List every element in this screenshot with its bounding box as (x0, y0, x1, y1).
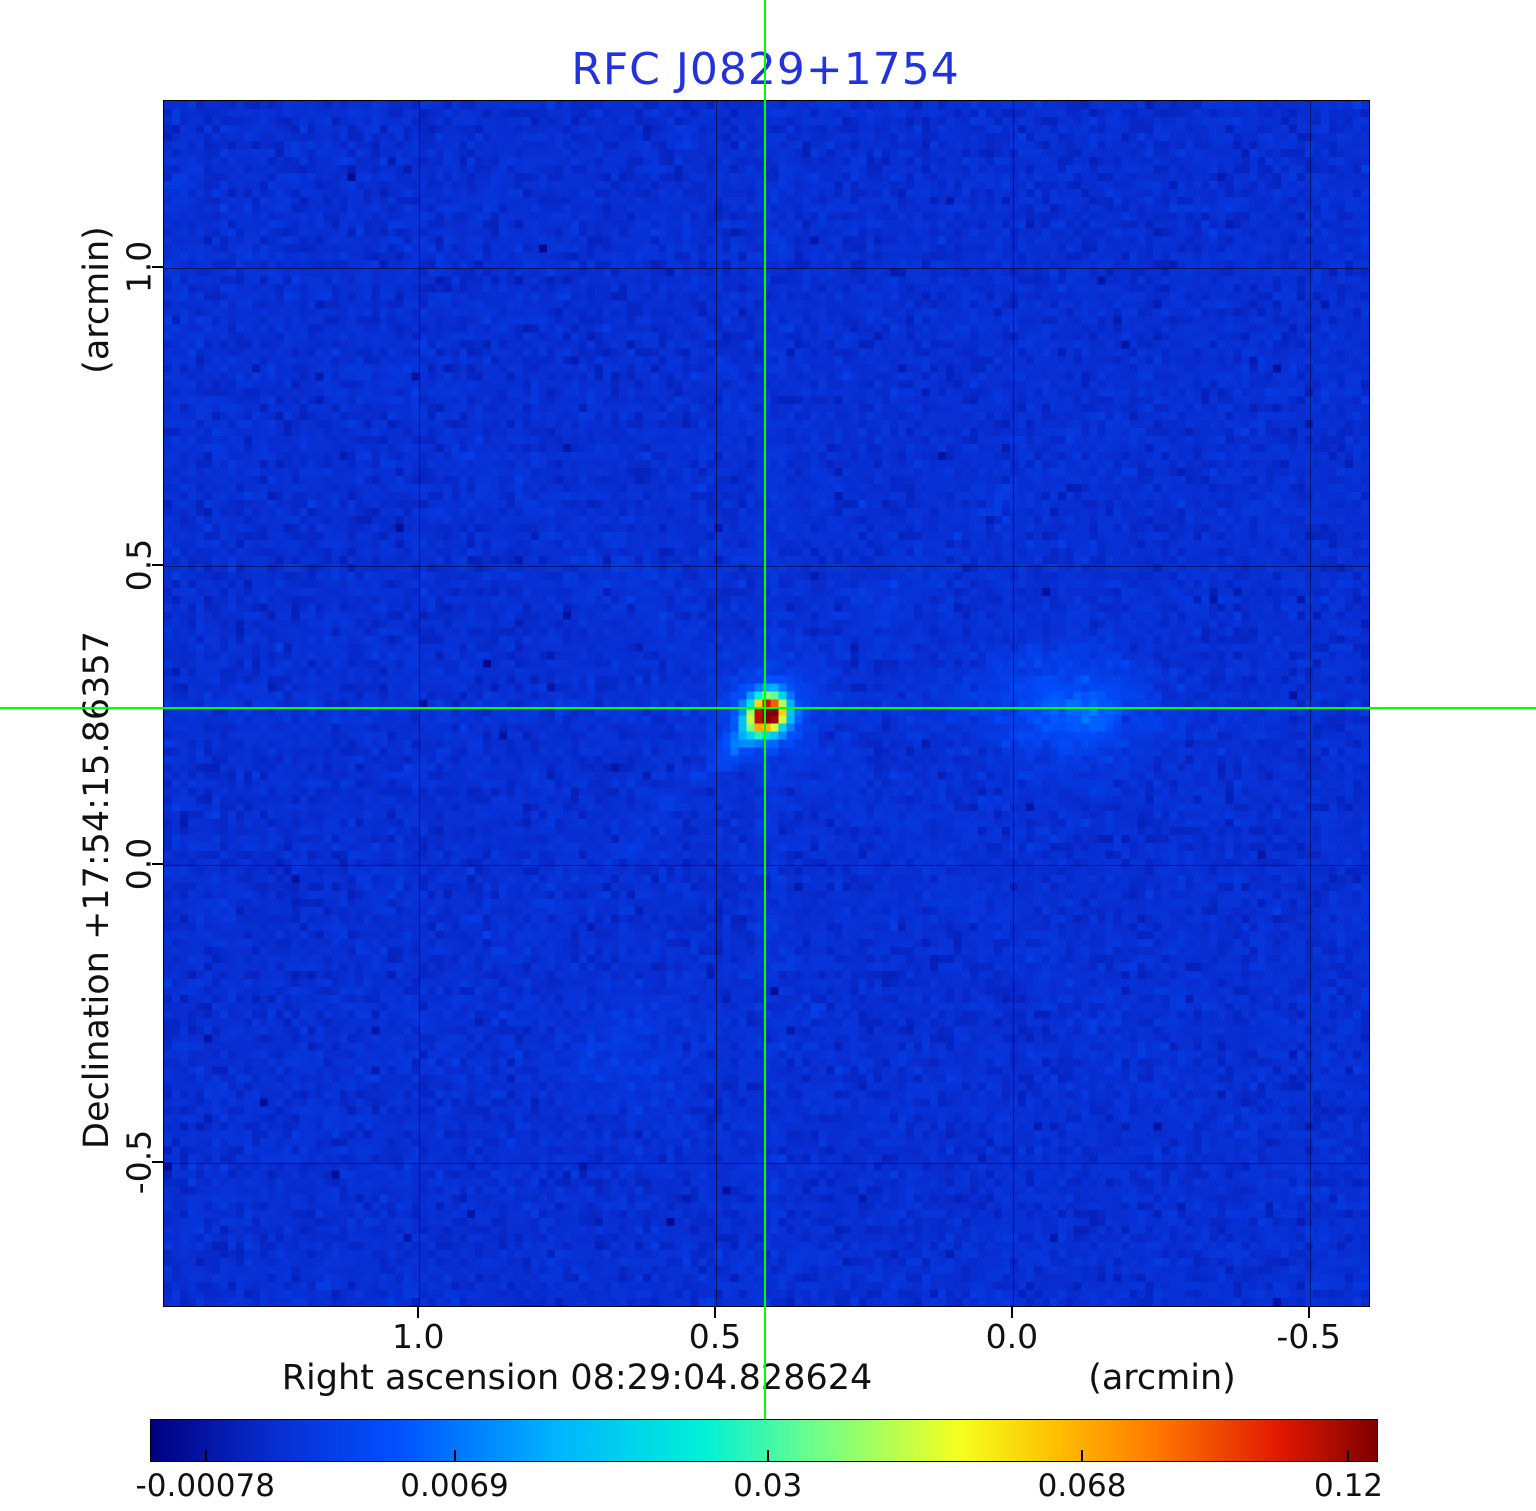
y-tick-mark (152, 862, 163, 865)
x-tick-mark (714, 1307, 717, 1318)
x-gridline (716, 101, 718, 1306)
y-axis-unit-label: (arcmin) (77, 226, 117, 374)
colorbar-tick-label: 0.03 (733, 1468, 803, 1504)
colorbar-tick-label: 0.0069 (400, 1468, 509, 1504)
y-gridline (164, 268, 1369, 270)
y-tick-label: 0.5 (119, 539, 159, 592)
x-tick-mark (417, 1307, 420, 1318)
y-tick-mark (152, 1160, 163, 1163)
y-gridline (164, 566, 1369, 568)
colorbar-tick-label: 0.068 (1037, 1468, 1127, 1504)
colorbar (150, 1419, 1378, 1462)
x-axis-unit-label: (arcmin) (1088, 1358, 1236, 1398)
radio-intensity-map (164, 101, 1369, 1306)
colorbar-tick-mark (766, 1450, 769, 1461)
x-tick-mark (1010, 1307, 1013, 1318)
y-tick-label: 1.0 (119, 240, 159, 294)
y-tick-mark (152, 564, 163, 567)
sky-map-plot (163, 100, 1370, 1307)
x-tick-label: -0.5 (1276, 1317, 1341, 1356)
crosshair-horizontal-line (0, 707, 1536, 710)
y-gridline (164, 1162, 1369, 1164)
crosshair-vertical-line (763, 0, 766, 1440)
y-gridline (164, 864, 1369, 866)
x-gridline (1309, 101, 1311, 1306)
y-tick-label: 0.0 (119, 837, 159, 890)
x-gridline (1012, 101, 1014, 1306)
x-tick-label: 0.5 (688, 1317, 742, 1356)
colorbar-tick-mark (1346, 1450, 1349, 1461)
colorbar-tick-label: -0.00078 (135, 1468, 275, 1504)
x-tick-label: 1.0 (391, 1317, 445, 1356)
x-tick-label: 0.0 (985, 1317, 1039, 1356)
x-gridline (419, 101, 421, 1306)
y-tick-mark (152, 266, 163, 269)
x-axis-title: Right ascension 08:29:04.828624 (281, 1358, 873, 1398)
x-tick-mark (1307, 1307, 1310, 1318)
colorbar-tick-mark (454, 1450, 457, 1461)
colorbar-tick-mark (205, 1450, 208, 1461)
colorbar-tick-mark (1080, 1450, 1083, 1461)
colorbar-tick-label: 0.12 (1314, 1468, 1384, 1504)
y-tick-label: -0.5 (119, 1129, 159, 1195)
